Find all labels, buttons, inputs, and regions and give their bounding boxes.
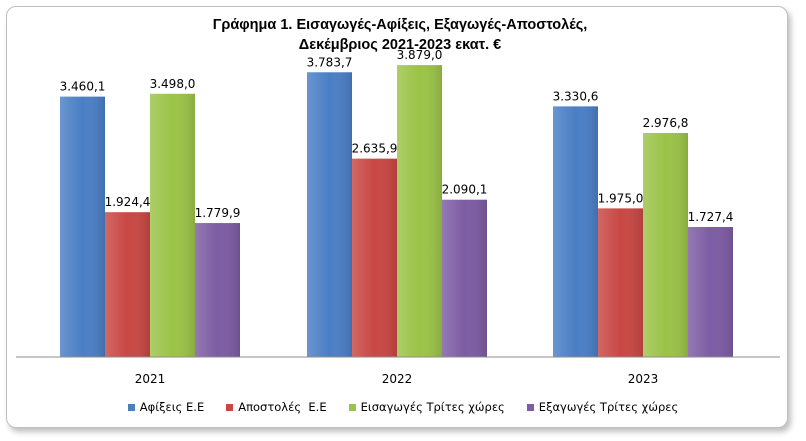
bar-shading-2022-series-3 — [397, 65, 442, 357]
chart-title: Γράφημα 1. Εισαγωγές-Αφίξεις, Εξαγωγές-Α… — [120, 15, 680, 55]
legend-item-1: Αφίξεις Ε.Ε — [127, 400, 205, 414]
legend-swatch-3 — [348, 403, 356, 411]
bar-shading-2023-series-1 — [553, 106, 598, 358]
data-label-2023-series-3: 2.976,8 — [643, 116, 689, 130]
legend-label-1: Αφίξεις Ε.Ε — [139, 400, 205, 414]
data-label-2021-series-2: 1.924,4 — [105, 195, 151, 209]
chart-title-line-2: Δεκέμβριος 2021-2023 εκατ. € — [298, 37, 502, 53]
legend-label-2: Αποστολές Ε.Ε — [238, 400, 327, 414]
bar-shading-2021-series-4 — [195, 223, 240, 357]
legend-item-3: Εισαγωγές Τρίτες χώρες — [348, 400, 505, 414]
data-label-2023-series-2: 1.975,0 — [598, 191, 644, 205]
data-label-2021-series-1: 3.460,1 — [60, 80, 106, 94]
bar-shading-2023-series-3 — [643, 132, 688, 357]
x-tick-label-2023: 2023 — [628, 372, 659, 386]
bar-shading-2021-series-3 — [150, 93, 195, 357]
x-tick-label-2022: 2022 — [382, 372, 413, 386]
data-label-2021-series-4: 1.779,9 — [195, 206, 241, 220]
data-label-2022-series-2: 2.635,9 — [352, 142, 398, 156]
data-label-2023-series-1: 3.330,6 — [553, 89, 599, 103]
bar-shading-2022-series-4 — [442, 199, 487, 357]
chart-title-line-1: Γράφημα 1. Εισαγωγές-Αφίξεις, Εξαγωγές-Α… — [212, 17, 588, 33]
bar-shading-2021-series-1 — [60, 96, 105, 357]
legend: Αφίξεις Ε.Ε Αποστολές Ε.Ε Εισαγωγές Τρίτες… — [0, 400, 806, 414]
legend-label-3: Εισαγωγές Τρίτες χώρες — [360, 400, 505, 414]
legend-label-4: Εξαγωγές Τρίτες χώρες — [538, 400, 679, 414]
bar-shading-2023-series-2 — [598, 208, 643, 357]
legend-swatch-1 — [127, 403, 135, 411]
legend-item-2: Αποστολές Ε.Ε — [226, 400, 327, 414]
bar-shading-2021-series-2 — [105, 212, 150, 357]
data-label-2022-series-1: 3.783,7 — [307, 55, 353, 69]
bar-shading-2022-series-1 — [307, 72, 352, 357]
data-labels-group: 3.460,1 1.924,4 3.498,0 1.779,9 3.783,7 2.635… — [60, 48, 734, 224]
legend-swatch-4 — [526, 403, 534, 411]
x-tick-labels-group: 2021 2022 2023 — [135, 372, 659, 386]
data-label-2023-series-4: 1.727,4 — [688, 210, 734, 224]
x-tick-label-2021: 2021 — [135, 372, 166, 386]
bar-shading-2022-series-2 — [352, 158, 397, 357]
bar-shading-2023-series-4 — [688, 227, 733, 357]
bars-group — [60, 65, 733, 358]
data-label-2022-series-3: 3.879,0 — [397, 48, 443, 62]
data-label-2021-series-3: 3.498,0 — [150, 77, 196, 91]
legend-item-4: Εξαγωγές Τρίτες χώρες — [526, 400, 679, 414]
data-label-2022-series-4: 2.090,1 — [442, 183, 488, 197]
legend-swatch-2 — [226, 403, 234, 411]
